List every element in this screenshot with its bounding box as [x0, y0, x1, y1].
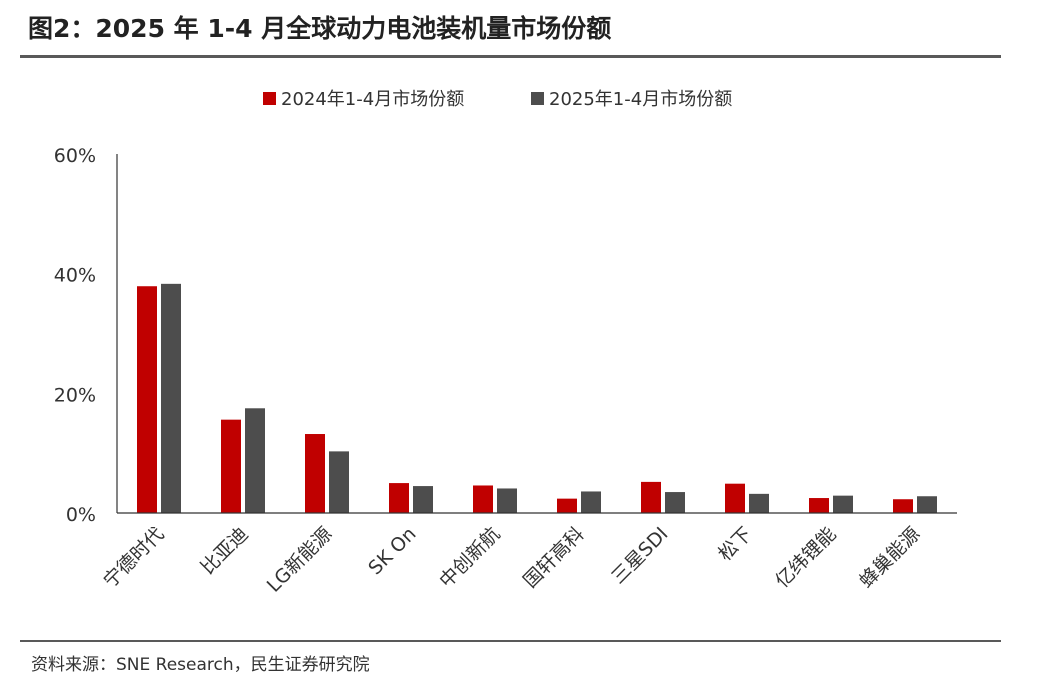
bar — [725, 483, 745, 513]
legend-label: 2025年1-4月市场份额 — [549, 89, 732, 110]
x-tick-label: 比亚迪 — [197, 523, 253, 579]
bar — [917, 496, 937, 513]
bar — [581, 491, 601, 513]
bar — [893, 499, 913, 513]
legend-swatch — [531, 92, 544, 105]
y-tick-label: 40% — [54, 265, 96, 287]
bar — [389, 483, 409, 513]
page-title: 图2：2025 年 1-4 月全球动力电池装机量市场份额 — [28, 14, 612, 43]
x-tick-label: 亿纬锂能 — [771, 523, 840, 592]
bar — [161, 283, 181, 513]
bar — [833, 495, 853, 513]
legend-swatch — [263, 92, 276, 105]
footer-divider — [20, 640, 1001, 642]
bar — [245, 408, 265, 513]
legend-label: 2024年1-4月市场份额 — [281, 89, 464, 110]
bar — [413, 486, 433, 513]
bar — [641, 481, 661, 513]
x-tick-label: 中创新航 — [435, 523, 504, 592]
bar — [473, 485, 493, 513]
y-tick-label: 20% — [54, 384, 96, 406]
bar — [137, 286, 157, 513]
bar — [497, 488, 517, 513]
bar — [809, 498, 829, 513]
bar — [557, 498, 577, 513]
bar — [749, 493, 769, 513]
x-tick-label: 蜂巢能源 — [855, 523, 924, 592]
chart-bars — [137, 283, 937, 513]
title-divider — [20, 55, 1001, 58]
x-tick-label: 松下 — [714, 523, 756, 565]
x-tick-label: 国轩高科 — [519, 523, 588, 592]
x-tick-label: 宁德时代 — [99, 523, 168, 592]
y-tick-label: 0% — [66, 504, 96, 526]
y-axis: 0% 20% 40% 60% — [54, 145, 118, 526]
x-tick-label: 三星SDI — [607, 523, 672, 588]
x-axis: 宁德时代 比亚迪 LG新能源 SK On 中创新航 国轩高科 三星SDI 松下 亿纬锂能 蜂巢能源 — [99, 512, 957, 597]
y-tick-label: 60% — [54, 145, 96, 167]
bar — [329, 451, 349, 513]
bar — [221, 419, 241, 513]
chart-legend: 2024年1-4月市场份额 2025年1-4月市场份额 — [263, 89, 732, 110]
bar-chart: 2024年1-4月市场份额 2025年1-4月市场份额 0% 20% 40% 60% 宁… — [54, 89, 957, 597]
bar — [665, 492, 685, 513]
source-note: 资料来源：SNE Research，民生证券研究院 — [31, 655, 370, 675]
bar — [305, 434, 325, 513]
x-tick-label: SK On — [364, 523, 420, 579]
x-tick-label: LG新能源 — [263, 523, 337, 597]
